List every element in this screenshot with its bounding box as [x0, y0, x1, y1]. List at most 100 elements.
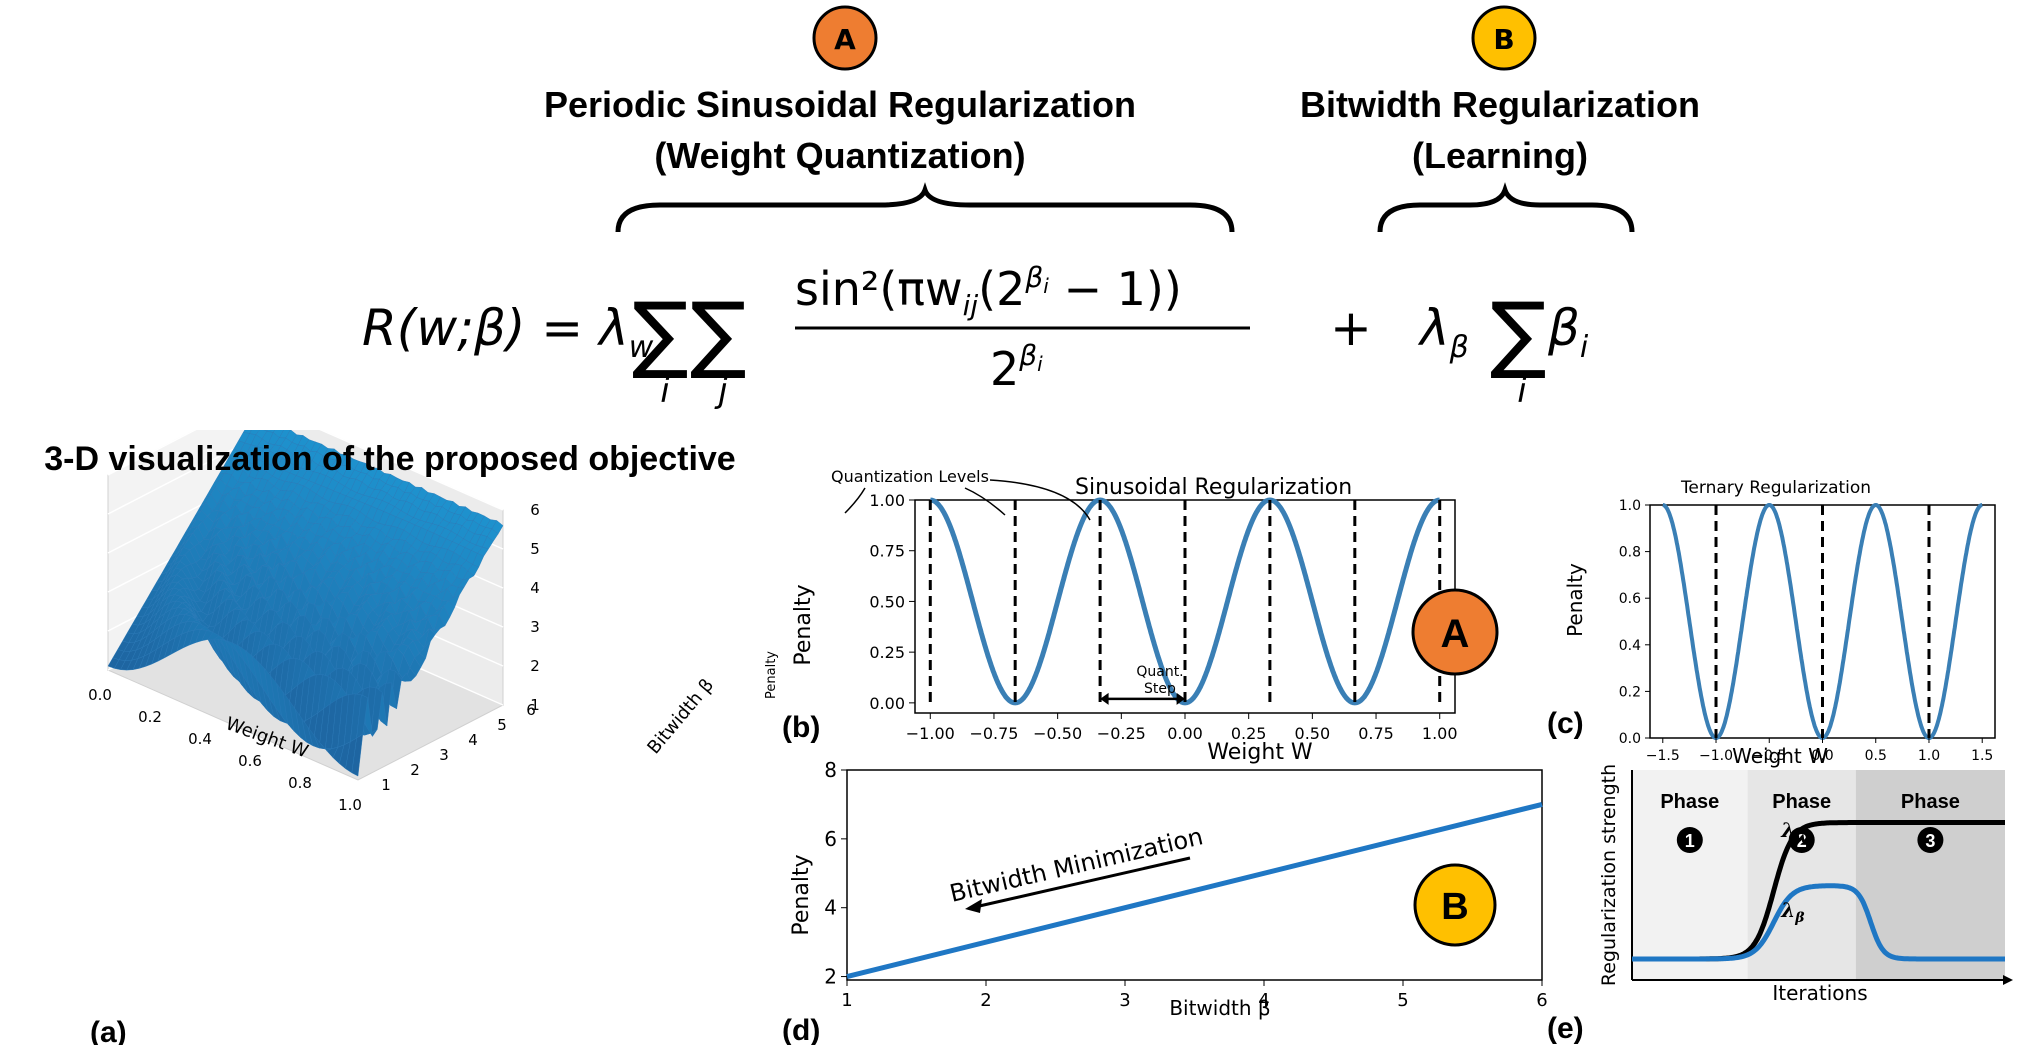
chart-b-plot: −1.00 −0.75 −0.50 −0.25 0.00 0.25 0.50 0.75 1.00… — [844, 479, 1458, 743]
chart-b-annotation-quant: Quant. — [1136, 664, 1183, 680]
chart-e-phase-label: Phase — [1660, 791, 1719, 813]
chart-c-ytick-label: 0.4 — [1619, 638, 1641, 654]
chart-d-badge-letter: B — [1441, 886, 1468, 928]
chart-d-series-line — [846, 801, 1543, 979]
eq-rhs-beta: βi — [1547, 299, 1589, 365]
equation: R(w;β) = λw ∑ ∑ i j sin²(πwij(2βi − 1)) … — [362, 261, 1589, 411]
chart-a-ztick-label: 1 — [530, 696, 540, 714]
equation-header: A B Periodic Sinusoidal Regularization (… — [362, 5, 1700, 411]
eq-lhs: R(w;β) = λw — [362, 299, 654, 365]
chart-d-ytick-label: 8 — [824, 758, 837, 782]
chart-e-phase-number: 1 — [1685, 831, 1695, 851]
chart-a-xtick-label: 0.0 — [88, 686, 112, 704]
chart-a-xtick-label: 1.0 — [338, 796, 362, 814]
chart-e-phase-number: 3 — [1925, 831, 1935, 851]
chart-d-ytick-label: 2 — [824, 965, 837, 989]
title-b-line2: (Learning) — [1412, 135, 1588, 176]
chart-a-ytick-label: 1 — [381, 776, 391, 794]
eq-sum-j: ∑ — [690, 284, 747, 382]
chart-c-ytick-label: 1.0 — [1619, 498, 1641, 514]
chart-c-xtick-label: 0.0 — [1811, 748, 1833, 764]
chart-b-title: Sinusoidal Regularization — [1075, 475, 1352, 500]
chart-b-xtick-label: 0.00 — [1167, 724, 1203, 743]
chart-c-title: Ternary Regularization — [1680, 478, 1871, 498]
chart-d-xtick-label: 6 — [1536, 990, 1547, 1011]
eq-numerator: sin²(πwij(2βi − 1)) — [795, 261, 1182, 322]
chart-b-xlabel: Weight W — [1207, 740, 1313, 765]
chart-a-grid-z — [107, 438, 254, 515]
chart-b-xtick-label: −0.75 — [969, 724, 1018, 743]
badge-b: B — [1471, 5, 1537, 71]
chart-a-ytick-label: 2 — [410, 761, 420, 779]
chart-a-ztick-label: 4 — [530, 579, 540, 597]
eq-denominator: 2βi — [990, 339, 1043, 396]
chart-d-ytick-label: 4 — [824, 896, 837, 920]
chart-a-ylabel: Bitwidth β — [643, 675, 718, 758]
chart-b-xtick-label: −0.50 — [1033, 724, 1082, 743]
chart-a-grid-z — [319, 430, 504, 511]
chart-c-ytick-label: 0.6 — [1619, 591, 1641, 607]
chart-b-ylabel-small: Penalty — [764, 651, 779, 699]
chart-d-ytick-label: 6 — [824, 827, 837, 851]
chart-a-xtick-label: 0.6 — [238, 752, 262, 770]
chart-e-series-lambda-beta — [1632, 883, 2005, 962]
chart-d-xlabel: Bitwidth β — [1169, 996, 1270, 1020]
chart-a-ytick-label: 5 — [497, 716, 507, 734]
chart-c-panel-label: (c) — [1547, 707, 1584, 740]
chart-a-title: 3-D visualization of the proposed object… — [44, 440, 736, 478]
title-a-line2: (Weight Quantization) — [654, 135, 1025, 176]
chart-b-ylabel: Penalty — [791, 584, 816, 665]
chart-a-grid-z — [107, 430, 197, 476]
chart-b-step-arrowhead-left — [1100, 692, 1109, 705]
chart-d-frame — [846, 769, 1543, 981]
chart-b-annotation-levels: Quantization Levels — [831, 467, 989, 486]
chart-b-ytick-label: 0.25 — [869, 643, 905, 662]
chart-a-ztick-label: 5 — [530, 540, 540, 558]
chart-d-xtick-label: 4 — [1258, 990, 1269, 1011]
eq-plus: + — [1330, 299, 1372, 357]
chart-b-callout-1 — [844, 487, 866, 514]
eq-rhs-sum-index: i — [1517, 371, 1527, 411]
chart-d-xtick-label: 2 — [980, 990, 991, 1011]
chart-b-annotation-step: Step — [1144, 681, 1176, 697]
chart-e-x-arrow — [2003, 975, 2013, 985]
chart-b-badge-letter: A — [1441, 612, 1470, 656]
chart-c-xtick-label: 1.0 — [1918, 748, 1940, 764]
chart-d-xtick-label: 1 — [841, 990, 852, 1011]
chart-e-phase-number-badge — [1917, 827, 1944, 853]
chart-c-ytick-label: 0.0 — [1619, 731, 1641, 747]
title-a-line1: Periodic Sinusoidal Regularization — [544, 84, 1136, 125]
chart-b-xtick-label: 1.00 — [1422, 724, 1458, 743]
chart-d-arrow — [974, 856, 1191, 909]
chart-a-xtick-label: 0.2 — [138, 708, 162, 726]
eq-rhs-sum: ∑ — [1490, 284, 1547, 382]
chart-e-ylabel: Regularization strength — [1598, 764, 1620, 986]
eq-sum-i-index: i — [660, 371, 670, 411]
badge-b-letter: B — [1493, 23, 1514, 56]
chart-b: −1.00 −0.75 −0.50 −0.25 0.00 0.25 0.50 0.75 1.00… — [764, 467, 1499, 765]
brace-a — [615, 182, 1235, 233]
chart-b-ytick-label: 0.75 — [869, 542, 905, 561]
brace-b — [1377, 182, 1635, 233]
chart-b-xtick-label: −0.25 — [1097, 724, 1146, 743]
chart-a-surface-patch — [351, 733, 364, 777]
chart-e-panel-label: (e) — [1547, 1012, 1584, 1045]
chart-e-phase-number-badge — [1676, 827, 1703, 853]
chart-a-surface — [107, 430, 504, 777]
chart-e-xlabel: Iterations — [1772, 981, 1867, 1005]
chart-c-xtick-label: 0.5 — [1865, 748, 1887, 764]
chart-b-xtick-label: 0.25 — [1231, 724, 1267, 743]
chart-a-xtick-label: 0.8 — [288, 774, 312, 792]
badge-a-letter: A — [834, 23, 856, 56]
chart-c-ytick-label: 0.2 — [1619, 684, 1641, 700]
chart-e-phase-number: 2 — [1797, 831, 1807, 851]
chart-a-ytick-label: 3 — [439, 746, 449, 764]
chart-e-phase-label: Phase — [1772, 791, 1831, 813]
chart-d-xtick-label: 3 — [1119, 990, 1130, 1011]
chart-c-xtick-label: 1.5 — [1971, 748, 1993, 764]
eq-sum-i: ∑ — [632, 284, 689, 382]
chart-d-xtick-label: 5 — [1397, 990, 1408, 1011]
chart-d-badge: B — [1413, 863, 1497, 947]
